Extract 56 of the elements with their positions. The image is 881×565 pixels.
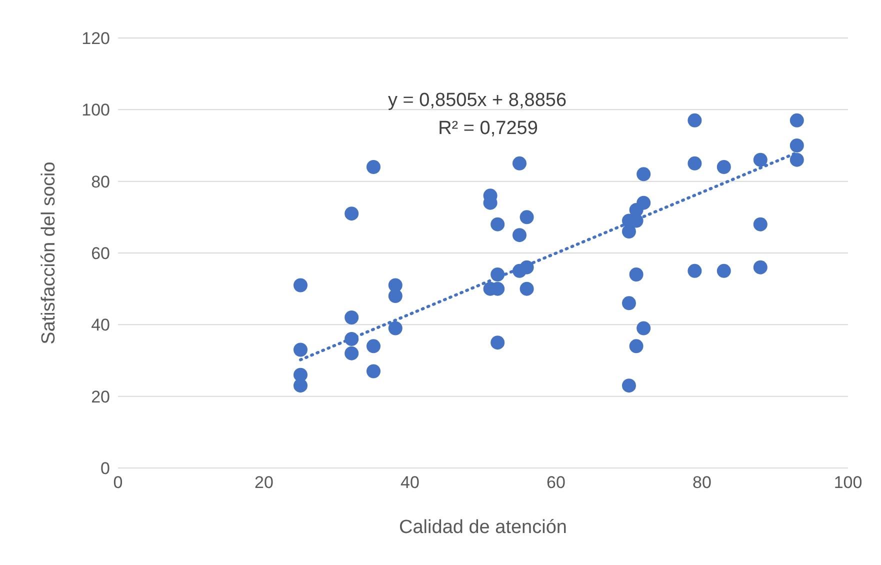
point <box>294 342 308 357</box>
point <box>629 268 644 282</box>
point <box>344 332 359 346</box>
point <box>622 378 636 393</box>
point <box>622 224 636 238</box>
y-tick-label: 80 <box>91 172 110 192</box>
point <box>520 260 534 274</box>
point <box>629 339 644 354</box>
point <box>344 206 359 221</box>
point <box>512 228 526 242</box>
point <box>520 210 534 224</box>
point <box>490 336 505 350</box>
point <box>716 264 731 278</box>
point <box>490 268 505 282</box>
x-tick-label: 0 <box>113 473 123 492</box>
x-tick-label: 100 <box>834 473 862 492</box>
point <box>753 152 768 167</box>
point <box>688 264 702 278</box>
y-tick-label: 40 <box>91 316 110 335</box>
point <box>636 196 651 210</box>
point <box>622 296 636 310</box>
point <box>636 167 651 182</box>
point <box>716 160 731 174</box>
point <box>790 138 804 152</box>
point <box>790 113 804 128</box>
y-tick-label: 0 <box>100 459 110 478</box>
y-axis-title: Satisfacción del socio <box>38 162 60 344</box>
point <box>366 160 380 174</box>
point <box>520 282 534 296</box>
point <box>753 217 768 232</box>
point <box>344 346 359 360</box>
point <box>512 156 526 170</box>
y-tick-label: 60 <box>91 244 110 264</box>
point <box>688 156 702 170</box>
point <box>388 289 402 303</box>
point <box>366 364 380 378</box>
point <box>366 339 380 354</box>
x-tick-label: 20 <box>254 473 274 492</box>
y-tick-label: 120 <box>82 29 110 48</box>
point <box>688 113 702 128</box>
point <box>753 260 768 274</box>
point <box>344 310 359 324</box>
y-tick-label: 20 <box>91 387 110 406</box>
annotation: R² = 0,7259 <box>437 118 539 140</box>
point <box>294 378 308 393</box>
point <box>636 321 651 336</box>
x-axis-title: Calidad de atención <box>399 517 567 538</box>
x-tick-label: 60 <box>546 473 566 492</box>
point <box>294 278 308 292</box>
x-tick-label: 40 <box>400 473 420 492</box>
point <box>790 152 804 167</box>
x-tick-label: 80 <box>692 473 712 492</box>
y-tick-label: 100 <box>82 100 110 120</box>
point <box>388 321 402 336</box>
annotation: y = 0,8505x + 8,8856 <box>387 90 568 112</box>
point <box>490 217 505 232</box>
